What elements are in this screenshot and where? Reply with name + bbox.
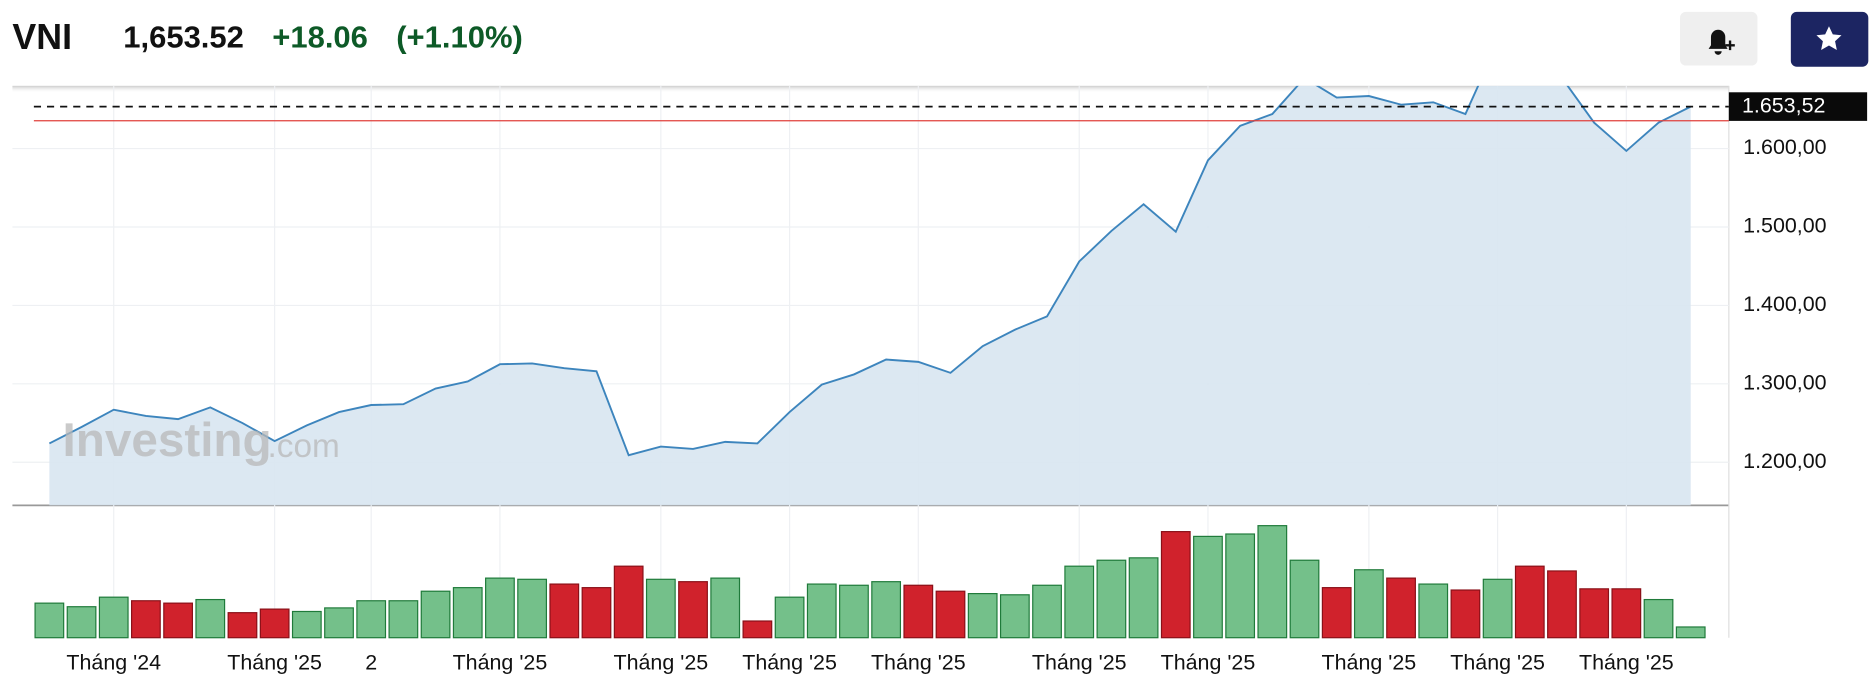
volume-bar — [1257, 525, 1288, 639]
symbol: VNI — [12, 17, 72, 57]
volume-bar — [420, 590, 451, 639]
volume-bar — [1450, 589, 1481, 639]
volume-bar — [871, 581, 902, 639]
volume-bar — [678, 581, 708, 639]
x-tick-label: Tháng '25 — [227, 651, 322, 675]
x-tick-label: Tháng '25 — [1322, 651, 1417, 675]
x-tick-label: Tháng '25 — [1032, 651, 1127, 675]
volume-bar — [388, 600, 419, 639]
volume-bar — [1353, 569, 1384, 639]
watchlist-button[interactable] — [1790, 11, 1869, 67]
volume-bar — [98, 596, 129, 639]
volume-bar — [1032, 584, 1062, 639]
volume-bar — [1160, 531, 1191, 639]
volume-bar — [1482, 578, 1513, 639]
volume-bar — [999, 594, 1030, 639]
y-tick-label: 1.200,00 — [1743, 449, 1827, 473]
change-pct: (+1.10%) — [396, 20, 523, 55]
x-tick-label: Tháng '25 — [1161, 651, 1256, 675]
volume-bar — [839, 584, 869, 639]
volume-bar — [1579, 588, 1610, 639]
x-tick-label: Tháng '25 — [871, 651, 966, 675]
x-tick-label: Tháng '24 — [66, 651, 161, 675]
volume-bar — [291, 610, 322, 639]
volume-bar — [1386, 577, 1416, 639]
volume-bar — [1064, 565, 1095, 639]
volume-bar — [356, 600, 387, 639]
volume-bar — [131, 600, 161, 639]
x-tick-label: Tháng '25 — [453, 651, 548, 675]
volume-bar — [452, 587, 483, 639]
volume-bar — [1321, 587, 1352, 639]
watermark: Investing — [62, 414, 271, 467]
volume-bar — [1675, 626, 1706, 639]
volume-bar — [34, 602, 65, 639]
volume-bar — [1289, 559, 1320, 639]
area — [49, 85, 1691, 506]
volume-bar — [935, 590, 966, 639]
volume-bar — [259, 608, 290, 639]
volume-bar — [774, 596, 805, 639]
volume-bar — [613, 565, 644, 639]
volume-bar — [967, 593, 998, 639]
volume-bar — [645, 578, 676, 639]
current-price-box — [1728, 92, 1868, 121]
volume-bar — [1225, 533, 1256, 639]
volume-bar — [66, 606, 97, 639]
x-tick-label: Tháng '25 — [1450, 651, 1545, 675]
volume-bar — [710, 577, 741, 639]
y-tick-label: 1.600,00 — [1743, 135, 1827, 159]
x-tick-label: Tháng '25 — [1579, 651, 1674, 675]
volume-bar — [485, 577, 515, 639]
volume-bar — [1193, 535, 1223, 639]
change: +18.06 — [272, 20, 368, 55]
x-tick-label: 2 — [365, 651, 377, 675]
price: 1,653.52 — [123, 20, 244, 55]
volume-bar — [1128, 557, 1159, 639]
current-price-label: 1.653,52 — [1742, 93, 1825, 117]
volume-bar — [163, 602, 193, 639]
volume-bar — [1096, 559, 1127, 639]
volume-bar — [1547, 570, 1577, 639]
y-tick-label: 1.300,00 — [1743, 371, 1827, 395]
volume-bar — [1514, 565, 1545, 639]
volume-bar — [1643, 598, 1674, 639]
plot — [48, 85, 1692, 506]
volume-bar — [1611, 588, 1642, 639]
x-tick-label: Tháng '25 — [742, 651, 837, 675]
x-tick-label: Tháng '25 — [614, 651, 709, 675]
price-line — [48, 85, 1692, 457]
y-tick-label: 1.500,00 — [1743, 214, 1827, 238]
volume-bar — [581, 587, 612, 639]
volume-bar — [195, 598, 226, 639]
panel-shadow — [12, 85, 1729, 93]
volume-bar — [324, 607, 354, 639]
volume-bar — [903, 584, 934, 639]
alert-button[interactable] — [1679, 11, 1758, 66]
volume-bar — [549, 583, 580, 639]
volume-bar — [806, 583, 837, 639]
volume-bar — [227, 612, 258, 639]
volume-bar — [1418, 583, 1449, 639]
volume-bar — [517, 578, 548, 639]
volume-bar — [742, 620, 773, 639]
y-tick-label: 1.400,00 — [1743, 292, 1827, 316]
watermark: .com — [267, 428, 339, 465]
